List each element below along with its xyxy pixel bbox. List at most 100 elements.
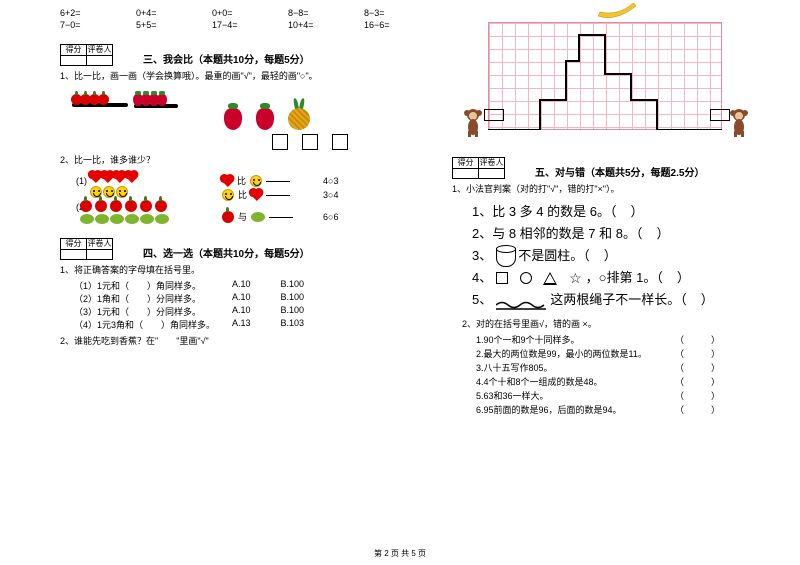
blank[interactable] (266, 195, 290, 196)
reviewer-label: 评卷人 (479, 158, 505, 169)
opt-b: B.100 (281, 305, 305, 318)
paren[interactable]: ） (604, 245, 617, 267)
q6-item: 5.63和36一样大。 (476, 389, 549, 403)
blank[interactable] (266, 181, 290, 182)
answer-box[interactable] (302, 134, 318, 150)
answer-box[interactable] (332, 134, 348, 150)
green-fruit-row (80, 214, 169, 224)
cmp-expr: 6○6 (323, 210, 338, 224)
score-table: 得分评卷人 (60, 44, 113, 66)
q5-list: 1、比 3 多 4 的数是 6。（） 2、与 8 相邻的数是 7 和 8。（） … (472, 201, 760, 311)
eq: 17−4= (212, 20, 260, 30)
marker-1: (1) (76, 176, 87, 186)
q6-block: 2、对的在括号里画√，错的画 ×。 1.90个一和9个十同样多。（ ） 2.最大… (462, 317, 760, 417)
score-cell[interactable] (61, 56, 87, 66)
paren[interactable]: ） (701, 289, 714, 311)
score-table: 得分评卷人 (452, 157, 505, 179)
equation-row-2: 7−0= 5+5= 17−4= 10+4= 16−6= (60, 20, 412, 30)
equation-row-1: 6+2= 0+4= 0+0= 8−8= 8−3= (60, 8, 412, 18)
smile-icon (250, 175, 262, 187)
plate-apples (72, 94, 128, 130)
q4-1-text: 1、将正确答案的字母填在括号里。 (60, 263, 412, 276)
reviewer-cell[interactable] (87, 56, 113, 66)
q5-i4m: ，○排第 1。（ (586, 267, 663, 289)
compare-text: 比 比 与 4○3 3○4 6○6 (222, 172, 338, 224)
pineapple-icon (288, 102, 310, 130)
wavy-lines-icon (496, 295, 546, 305)
opt-a: A.13 (232, 318, 251, 331)
q4-2-text: 2、谁能先吃到香蕉？在" "里画"√" (60, 334, 412, 347)
q6-item: 3.八十五写作805。 (476, 361, 553, 375)
paren[interactable]: （ ） (675, 375, 720, 389)
score-row: 得分评卷人 四、选一选（本题共10分，每题5分） (60, 238, 412, 260)
eq: 6+2= (60, 8, 108, 18)
green-fruit-icon (251, 212, 265, 222)
left-column: 6+2= 0+4= 0+0= 8−8= 8−3= 7−0= 5+5= 17−4=… (60, 8, 432, 540)
eq: 8−8= (288, 8, 336, 18)
paren[interactable]: （ ） (675, 361, 720, 375)
paren[interactable]: ） (656, 223, 669, 245)
paren[interactable]: （ ） (675, 403, 720, 417)
eq: 10+4= (288, 20, 336, 30)
right-column: 得分评卷人 五、对与错（本题共5分，每题2.5分） 1、小法官判案（对的打"√"… (432, 8, 760, 540)
star-icon: ☆ (569, 267, 582, 289)
cmp-word: 与 (238, 210, 247, 224)
score-label: 得分 (61, 45, 87, 56)
blank[interactable] (269, 217, 293, 218)
heart-icon (251, 189, 263, 201)
paren[interactable]: （ ） (675, 347, 720, 361)
square-icon (496, 272, 508, 284)
q6-item: 6.95前面的数是96，后面的数是94。 (476, 403, 622, 417)
maze-figure (456, 8, 756, 143)
q5-i5m: 这两根绳子不一样长。（ (550, 289, 687, 311)
red-fruit-row (80, 200, 167, 212)
reviewer-cell[interactable] (87, 250, 113, 260)
q3-2-text: 2、比一比，谁多谁少？ (60, 153, 412, 166)
score-cell[interactable] (453, 169, 479, 179)
paren[interactable]: （ ） (675, 333, 720, 347)
q4-item: （2）1角和（ ）分同样多。 (74, 292, 224, 305)
eq: 0+0= (212, 8, 260, 18)
answer-boxes (272, 134, 412, 150)
cmp-expr: 3○4 (323, 188, 338, 202)
monkey-right-icon (728, 107, 750, 137)
eq: 0+4= (136, 8, 184, 18)
score-row: 得分评卷人 五、对与错（本题共5分，每题2.5分） (452, 157, 760, 179)
opt-a: A.10 (232, 292, 251, 305)
page-footer: 第 2 页 共 5 页 (0, 548, 800, 559)
cylinder-icon (496, 245, 514, 267)
answer-box-left[interactable] (484, 109, 504, 121)
paren[interactable]: ） (630, 201, 643, 223)
q6-item: 4.4个十和8个一组成的数是48。 (476, 375, 603, 389)
eq: 16−6= (364, 20, 412, 30)
section-4-title: 四、选一选（本题共10分，每题5分） (143, 245, 310, 260)
q4-item: （1）1元和（ ）角同样多。 (74, 279, 224, 292)
section-3-title: 三、我会比（本题共10分，每题5分） (143, 51, 310, 66)
score-cell[interactable] (61, 250, 87, 260)
q5-i3a: 3、 (472, 245, 492, 267)
q5-i3m: 不是圆柱。（ (518, 245, 590, 267)
answer-box-right[interactable] (710, 109, 730, 121)
q5-i1: 1、比 3 多 4 的数是 6。（ (472, 201, 616, 223)
paren[interactable]: ） (677, 267, 690, 289)
plate-strawberries (134, 94, 178, 130)
q3-1-text: 1、比一比，画一画（学会换算哦）。最重的画"√"，最轻的画"○"。 (60, 69, 412, 82)
apple-icon (222, 211, 234, 223)
single-fruits (224, 102, 310, 130)
cmp-word: 比 (237, 174, 246, 188)
triangle-icon (543, 272, 557, 285)
q4-item: （4）1元3角和（ ）角同样多。 (74, 318, 224, 331)
reviewer-label: 评卷人 (87, 239, 113, 250)
reviewer-label: 评卷人 (87, 45, 113, 56)
answer-box[interactable] (272, 134, 288, 150)
page: 6+2= 0+4= 0+0= 8−8= 8−3= 7−0= 5+5= 17−4=… (0, 0, 800, 540)
cmp-expr: 4○3 (323, 174, 338, 188)
compare-figure: (1) (2) 比 比 与 (72, 172, 412, 224)
q5-i2: 2、与 8 相邻的数是 7 和 8。（ (472, 223, 642, 245)
heart-icon (221, 175, 233, 187)
reviewer-cell[interactable] (479, 169, 505, 179)
circle-icon (520, 272, 532, 284)
eq: 8−3= (364, 8, 412, 18)
paren[interactable]: （ ） (675, 389, 720, 403)
strawberry-icon (224, 108, 242, 130)
